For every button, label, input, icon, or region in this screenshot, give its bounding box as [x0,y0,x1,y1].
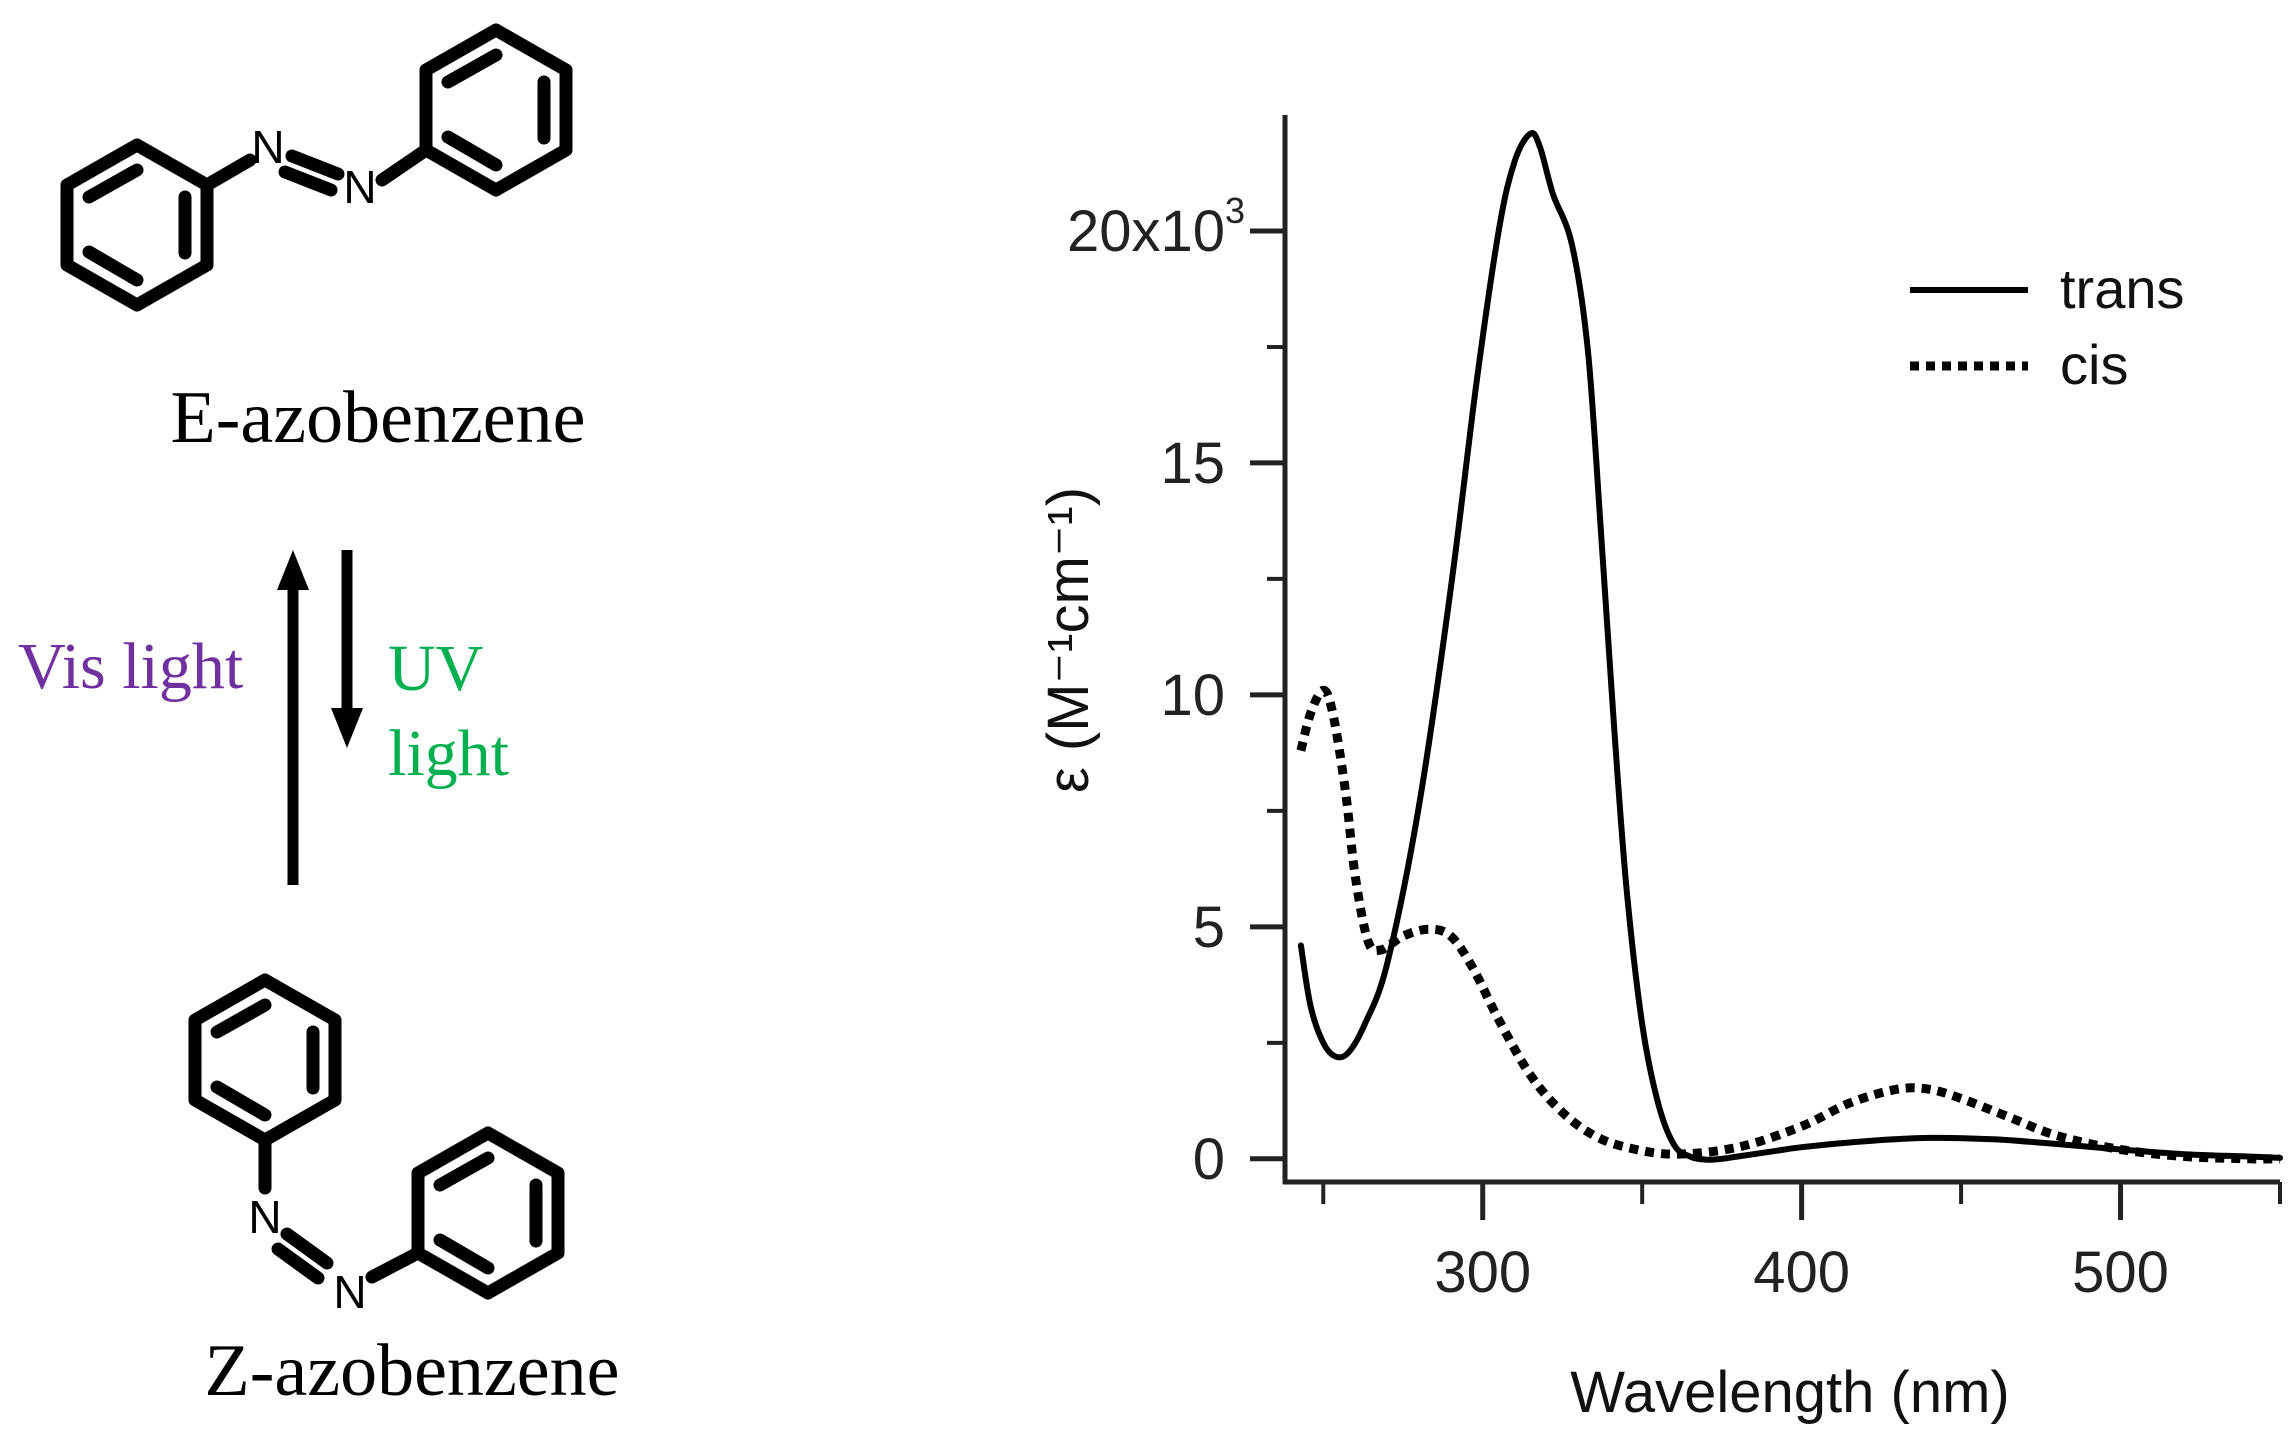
e-azobenzene-structure [60,23,573,312]
series-line-trans [1297,130,2283,1163]
x-tick-label: 300 [1434,1240,1531,1305]
x-axis-label: Wavelength (nm) [1570,1360,2009,1425]
x-tick-label: 400 [1753,1240,1850,1305]
e-n-n-double-bond [285,149,345,181]
z-azobenzene-structure [188,973,565,1300]
z-nitrogen-atom-1: N [248,1191,281,1243]
chart-axes [1282,115,2280,1185]
series-line-cis [1296,685,2281,1164]
e-nitrogen-atom-1: N [251,121,284,173]
uv-light-label-line-2: light [388,717,509,790]
chart-legend: trans cis [1910,257,2185,396]
y-tick-label: 5 [1193,895,1225,960]
z-n-n-double-bond [280,1227,334,1270]
e-right-ring-double-bond [441,130,503,172]
z-n-c-bond [365,1246,425,1284]
vis-light-label: Vis light [18,630,243,703]
e-n-n-double-bond [278,165,338,197]
e-left-ring-double-bond [82,245,144,287]
legend-label-cis: cis [2060,333,2128,396]
absorption-spectrum-chart: 0 5 10 15 20x10 3 300 400 500 Wavelength (nm) ε … [1036,115,2283,1425]
z-right-ring-double-bond [433,1151,495,1192]
e-c-n-bond [200,153,257,192]
e-right-benzene-ring [419,23,573,197]
z-right-ring-double-bond [433,1233,495,1275]
y-axis-label: ε (M⁻¹cm⁻¹) [1036,487,1101,793]
y-tick-label: 15 [1160,431,1225,496]
e-azobenzene-label: E-azobenzene [171,377,586,459]
vis-light-arrowhead [277,550,309,590]
z-n-n-double-bond [271,1242,325,1285]
z-right-benzene-ring [411,1126,565,1300]
chart-series [1296,130,2283,1164]
z-top-ring-double-bond [210,1080,272,1122]
uv-light-label-line-1: UV [388,632,483,705]
y-tick-label: 20x10 [1067,199,1225,264]
y-tick-label: 10 [1160,663,1225,728]
e-left-ring-double-bond [82,163,144,204]
e-n-c-bond [375,143,433,187]
isomerization-arrows [277,550,363,885]
z-top-ring-double-bond [210,998,272,1039]
uv-light-arrowhead [331,708,363,748]
z-nitrogen-atom-2: N [333,1266,366,1318]
e-nitrogen-atom-2: N [343,161,376,213]
z-azobenzene-label: Z-azobenzene [205,1330,620,1412]
x-tick-label: 500 [2072,1240,2169,1305]
y-tick-label: 0 [1193,1127,1225,1192]
legend-label-trans: trans [2060,257,2185,320]
e-right-ring-double-bond [441,48,503,89]
chart-ticks: 0 5 10 15 20x10 3 300 400 500 [1067,190,2282,1305]
y-tick-exponent: 3 [1225,190,1245,231]
